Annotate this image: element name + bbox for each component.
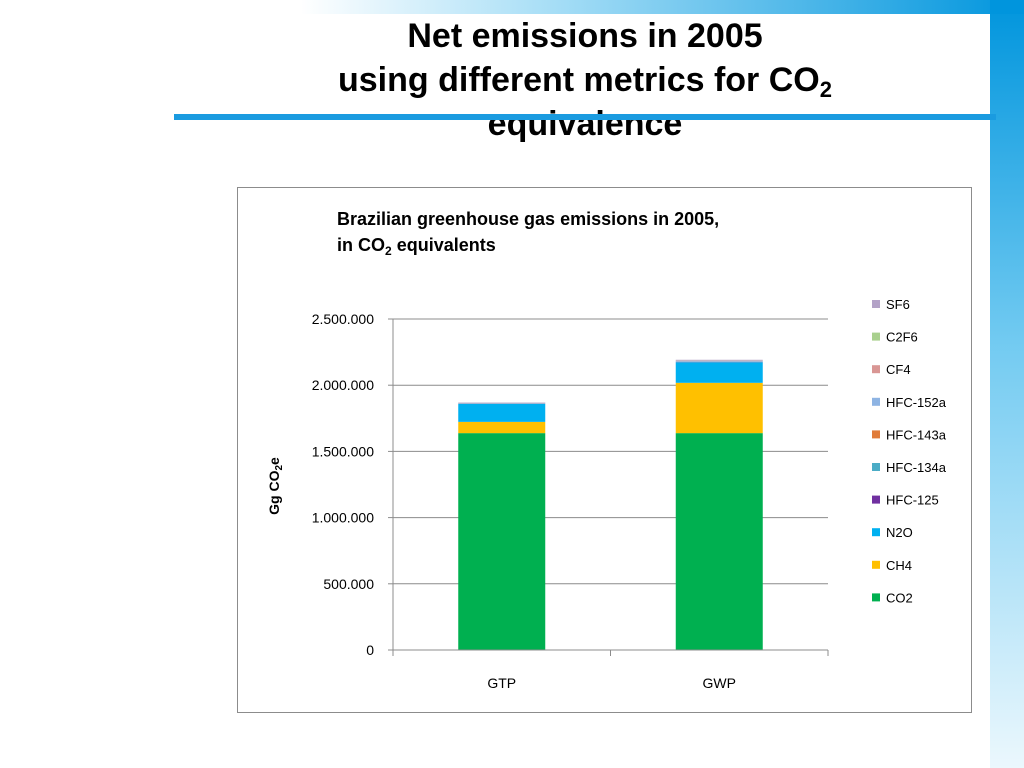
- legend-label: HFC-125: [886, 493, 939, 508]
- y-tick-label: 1.500.000: [312, 443, 374, 459]
- title-divider: [174, 114, 996, 120]
- slide-title-subscript: 2: [819, 77, 832, 102]
- bar-segment-n2o: [458, 404, 546, 422]
- chart-title-line2: in CO2 equivalents: [337, 232, 837, 258]
- slide-title-line2-text: using different metrics for CO: [338, 61, 820, 99]
- legend-swatch: [872, 332, 880, 341]
- legend-swatch: [872, 528, 880, 537]
- legend-swatch: [872, 397, 880, 406]
- legend-swatch: [872, 365, 880, 374]
- legend-label: HFC-134a: [886, 460, 947, 475]
- legend-label: CH4: [886, 558, 912, 573]
- legend-label: SF6: [886, 297, 910, 312]
- bars: [458, 359, 763, 650]
- bar-segment-sf6: [675, 359, 763, 361]
- axes: 0 500.000 1.000.000 1.500.000 2.000.000 2.500…: [312, 311, 829, 691]
- legend: SF6 C2F6 CF4 HFC-152a HFC-143a HFC-134a HFC-12…: [872, 297, 947, 605]
- slide-title: Net emissions in 2005 using different me…: [200, 14, 970, 146]
- y-tick-label: 2.000.000: [312, 377, 374, 393]
- x-tick-label: GWP: [703, 675, 736, 691]
- legend-swatch: [872, 593, 880, 602]
- y-tick-label: 2.500.000: [312, 311, 374, 327]
- bar-segment-ch4: [675, 382, 763, 434]
- slide-title-line2: using different metrics for CO2: [200, 58, 970, 102]
- top-gradient-band: [300, 0, 1024, 14]
- legend-label: N2O: [886, 525, 913, 540]
- legend-label: HFC-152a: [886, 395, 947, 410]
- x-tick-label: GTP: [487, 675, 516, 691]
- y-axis-label: Gg CO2e: [266, 457, 285, 515]
- chart-title-line1: Brazilian greenhouse gas emissions in 20…: [337, 209, 720, 229]
- bar-segment-hfc-152a: [458, 403, 546, 404]
- bar-segment-n2o: [675, 362, 763, 383]
- slide-title-line1: Net emissions in 2005: [407, 17, 763, 55]
- legend-swatch: [872, 300, 880, 308]
- legend-label: C2F6: [886, 330, 918, 345]
- legend-label: CO2: [886, 590, 913, 605]
- bar-segment-ch4: [458, 421, 546, 434]
- bar-segment-co2: [458, 433, 546, 650]
- y-tick-label: 0: [366, 642, 374, 658]
- slide-title-line3: equivalence: [487, 105, 683, 143]
- bar-segment-co2: [675, 433, 763, 650]
- legend-swatch: [872, 560, 880, 569]
- legend-label: HFC-143a: [886, 427, 947, 442]
- legend-label: CF4: [886, 362, 911, 377]
- legend-swatch: [872, 430, 880, 439]
- legend-swatch: [872, 495, 880, 504]
- chart-title: Brazilian greenhouse gas emissions in 20…: [337, 206, 837, 258]
- y-tick-label: 1.000.000: [312, 510, 374, 526]
- chart-title-line2-post: equivalents: [391, 235, 496, 255]
- chart-title-line2-pre: in CO: [337, 235, 385, 255]
- right-gradient-band: [990, 0, 1024, 768]
- chart-frame: [237, 187, 972, 713]
- y-tick-label: 500.000: [323, 576, 374, 592]
- bar-segment-hfc-152a: [675, 360, 763, 362]
- chart-title-subscript: 2: [385, 244, 392, 258]
- legend-swatch: [872, 463, 880, 471]
